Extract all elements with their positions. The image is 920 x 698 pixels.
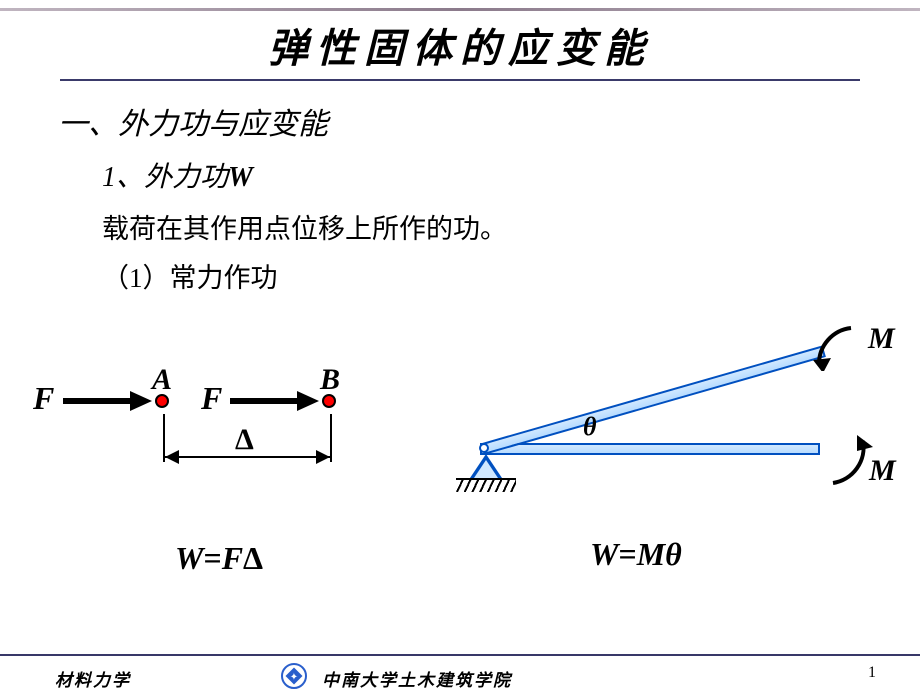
label-M-bottom: M <box>869 454 896 488</box>
slide: 弹性固体的应变能 一、外力功与应变能 1、外力功W 载荷在其作用点位移上所作的功… <box>0 8 920 698</box>
dim-tick-right <box>330 414 332 462</box>
subheading-1: 1、外力功W <box>102 155 880 195</box>
label-A: A <box>152 363 172 397</box>
beam-rotated <box>481 345 826 454</box>
slide-title: 弹性固体的应变能 <box>60 8 860 81</box>
label-F2: F <box>201 380 222 417</box>
subheading-2: （1）常力作功 <box>102 256 880 295</box>
dim-arrow-left <box>165 450 179 464</box>
sub1-prefix: 1、外力功 <box>102 162 228 193</box>
label-B: B <box>320 363 340 397</box>
label-F1: F <box>33 380 54 417</box>
page-number: 1 <box>868 664 876 682</box>
beam-horizontal <box>480 443 820 455</box>
description: 载荷在其作用点位移上所作的功。 <box>102 207 880 246</box>
ground-hatch <box>456 478 516 492</box>
force-diagram: F A F B Δ <box>45 368 415 568</box>
university-logo-icon: ✦ <box>280 662 308 690</box>
arrow-2-shaft <box>230 398 300 404</box>
section-heading: 一、外力功与应变能 <box>58 99 880 143</box>
arrow-2-head <box>297 391 319 411</box>
footer: 材料力学 ✦ 中南大学土木建筑学院 <box>0 654 920 698</box>
top-border <box>0 8 920 11</box>
label-theta: θ <box>583 412 597 442</box>
label-M-top: M <box>868 322 895 356</box>
footer-left: 材料力学 <box>55 666 131 691</box>
label-delta: Δ <box>235 423 254 457</box>
arrow-1-head <box>130 391 152 411</box>
svg-text:✦: ✦ <box>290 672 298 683</box>
pin-triangle-inner <box>474 460 498 478</box>
dim-arrow-right <box>316 450 330 464</box>
formula-right: W=Mθ <box>590 536 682 573</box>
footer-mid: 中南大学土木建筑学院 <box>322 666 512 691</box>
sub1-var: W <box>228 162 253 193</box>
arrow-1-shaft <box>63 398 133 404</box>
formula-left: W=FΔ <box>175 540 263 577</box>
pin-circle <box>479 443 489 453</box>
moment-arrow-top <box>807 316 867 371</box>
diagram-area: F A F B Δ <box>0 308 920 628</box>
